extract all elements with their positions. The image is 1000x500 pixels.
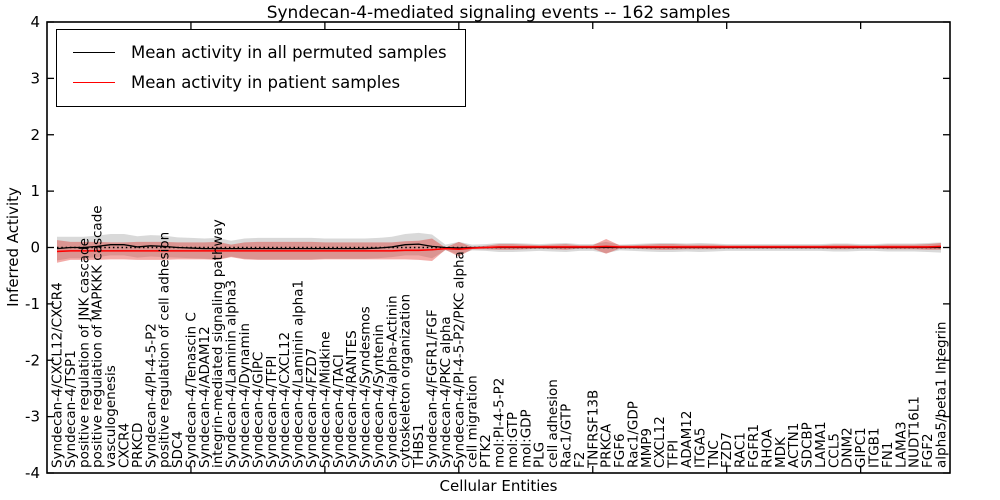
x-category-label: Syndecan-4/TSP1	[63, 350, 79, 468]
x-category-label: SDCBP	[800, 422, 816, 468]
x-category-label: Syndecan-4/TACI	[331, 354, 347, 468]
x-category-label: LAMA3	[893, 421, 909, 468]
x-category-label: Syndecan-4/PI-4-5-P2/PKC alpha	[451, 251, 467, 468]
x-category-label: Syndecan-4/RANTES	[344, 330, 360, 468]
x-category-label: CCL5	[826, 433, 842, 468]
x-category-label: ITGB1	[867, 427, 883, 468]
y-tick-label: 4	[30, 13, 40, 31]
x-category-label: Syndecan-4/FGFR1/FGF	[425, 309, 441, 468]
x-category-label: cell migration	[465, 375, 481, 468]
x-category-label: Syndecan-4/Laminin alpha1	[291, 280, 307, 468]
x-category-label: positive regulation of JNK cascade	[76, 238, 92, 468]
x-category-label: Syndecan-4/Laminin alpha3	[224, 280, 240, 468]
x-category-label: cytoskeleton organization	[398, 294, 414, 468]
x-category-label: RHOA	[759, 428, 775, 468]
x-category-label: vasculogenesis	[103, 365, 119, 468]
x-category-label: DNM2	[840, 427, 856, 468]
x-category-label: FGF6	[612, 433, 628, 468]
patient-mean-line	[56, 245, 942, 253]
x-category-label: Syndecan-4/Tenascin C	[183, 312, 199, 468]
x-category-label: positive regulation of MAPKKK cascade	[90, 205, 106, 468]
x-category-label: positive regulation of cell adhesion	[157, 232, 173, 468]
x-category-label: FN1	[880, 442, 896, 468]
x-category-label: Syndecan-4/PI-4-5-P2	[143, 323, 159, 468]
legend-label-patient: Mean activity in patient samples	[131, 72, 401, 92]
legend: Mean activity in all permuted samples Me…	[56, 29, 466, 107]
x-category-label: Syndecan-4/TFPI	[264, 356, 280, 468]
y-tick-label: -4	[25, 464, 40, 482]
y-tick-label: 1	[30, 182, 40, 200]
x-category-label: FGF2	[920, 433, 936, 468]
x-category-label: cell adhesion	[545, 379, 561, 468]
y-tick-label: 0	[30, 239, 40, 257]
x-category-label: Syndecan-4/PKC alpha	[438, 316, 454, 468]
x-category-label: Syndecan-4/ADAM12	[197, 326, 213, 468]
y-tick-label: 3	[30, 69, 40, 87]
x-category-label: CXCR4	[116, 423, 132, 468]
x-category-label: MDK	[773, 436, 789, 468]
chart-title: Syndecan-4-mediated signaling events -- …	[266, 3, 731, 23]
x-category-label: TNFRSF13B	[585, 390, 601, 469]
x-category-label: Syndecan-4/alpha-Actinin	[384, 295, 400, 468]
x-category-label: PRKCD	[130, 423, 146, 468]
y-tick-label: -2	[25, 351, 40, 369]
x-category-label: Rac1/GTP	[558, 404, 574, 468]
x-category-label: NUDT16L1	[907, 396, 923, 468]
y-tick-label: 2	[30, 126, 40, 144]
x-category-label: integrin-mediated signaling pathway	[210, 219, 226, 468]
x-category-label: ITGA5	[692, 427, 708, 468]
x-category-label: Syndecan-4/CXCL12/CXCR4	[50, 282, 66, 468]
x-category-label: PRKCA	[599, 423, 615, 468]
x-category-label: LAMA1	[813, 421, 829, 468]
x-category-label: FGFR1	[746, 424, 762, 468]
x-category-label: CXCL12	[652, 416, 668, 468]
x-category-label: PTK2	[478, 434, 494, 468]
y-tick-label: -3	[25, 408, 40, 426]
x-category-label: Rac1/GDP	[625, 401, 641, 468]
x-category-label: THBS1	[411, 423, 427, 469]
x-category-label: PLG	[532, 442, 548, 468]
x-category-label: Syndecan-4/GIPC	[250, 352, 266, 468]
permuted-line-swatch	[73, 51, 115, 53]
x-category-label: mol:GDP	[518, 409, 534, 468]
x-category-label: Syndecan-4/Syndesmos	[358, 306, 374, 468]
x-axis-title: Cellular Entities	[439, 477, 558, 495]
legend-entry-permuted: Mean activity in all permuted samples	[73, 37, 447, 67]
x-category-label: Syndecan-4/CXCL12	[277, 332, 293, 468]
x-category-label: RAC1	[733, 432, 749, 468]
x-category-label: ADAM12	[679, 411, 695, 468]
x-category-label: TFPI	[666, 440, 682, 469]
x-category-label: GIPC1	[853, 427, 869, 468]
x-category-label: FZD7	[719, 432, 735, 468]
x-category-label: MMP9	[639, 428, 655, 468]
x-category-label: Syndecan-4/FZD7	[304, 348, 320, 468]
x-category-label: mol:PI-4-5-P2	[492, 378, 508, 468]
x-category-label: alpha5/beta1 Integrin	[934, 322, 950, 468]
x-category-label: Syndecan-4/Midkine	[317, 331, 333, 468]
x-category-label: TNC	[706, 440, 722, 469]
legend-entry-patient: Mean activity in patient samples	[73, 67, 447, 97]
x-category-label: mol:GTP	[505, 412, 521, 468]
patient-line-swatch	[73, 81, 115, 83]
x-category-label: Syndecan-4/Syntenin	[371, 324, 387, 468]
patient-std-band	[57, 238, 941, 263]
x-category-label: F2	[572, 452, 588, 468]
y-tick-label: -1	[25, 295, 40, 313]
x-category-label: ACTN1	[786, 423, 802, 468]
x-category-label: SDC4	[170, 431, 186, 468]
legend-label-permuted: Mean activity in all permuted samples	[131, 42, 447, 62]
x-category-label: Syndecan-4/Dynamin	[237, 323, 253, 468]
